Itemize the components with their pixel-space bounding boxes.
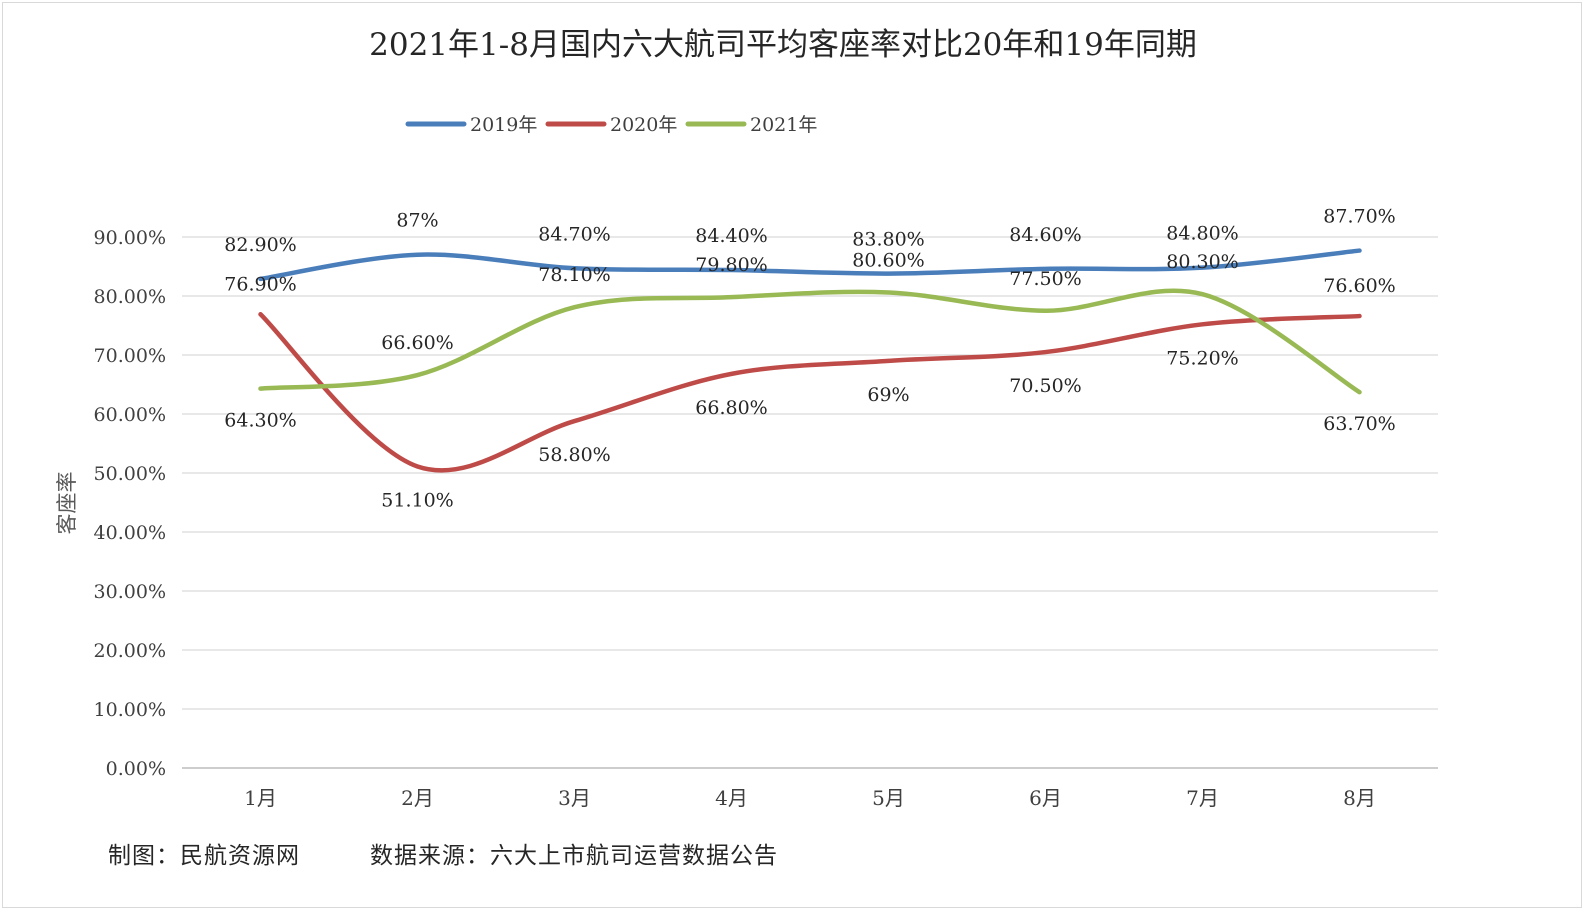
footer: 制图：民航资源网 数据来源：六大上市航司运营数据公告 <box>108 836 778 870</box>
x-tick-label: 1月 <box>244 786 277 810</box>
data-label: 58.80% <box>538 444 610 466</box>
x-tick-label: 7月 <box>1186 786 1219 810</box>
series-line-2021年 <box>258 288 1362 395</box>
y-axis: 0.00% 10.00% 20.00% 30.00% 40.00% 50.00% 60.00… <box>94 227 166 780</box>
x-tick-label: 6月 <box>1029 786 1062 810</box>
data-label: 84.60% <box>1009 224 1081 246</box>
data-label: 83.80% <box>852 229 924 251</box>
data-labels: 82.90% 87% 84.70% 84.40% 83.80% 84.60% 84.80% 8… <box>224 206 1395 512</box>
data-label: 63.70% <box>1323 413 1395 435</box>
data-label: 66.80% <box>695 397 767 419</box>
data-label: 77.50% <box>1009 268 1081 290</box>
y-tick-label: 60.00% <box>94 404 166 426</box>
data-label: 87.70% <box>1323 206 1395 228</box>
x-tick-label: 4月 <box>715 786 748 810</box>
legend-item-2020年: 2020年 <box>545 114 677 136</box>
legend-label: 2019年 <box>470 114 537 136</box>
data-label: 51.10% <box>381 490 453 512</box>
data-label: 69% <box>867 384 909 406</box>
y-tick-label: 80.00% <box>94 286 166 308</box>
y-tick-label: 30.00% <box>94 581 166 603</box>
data-label: 76.90% <box>224 273 296 295</box>
y-tick-label: 90.00% <box>94 227 166 249</box>
legend-item-2021年: 2021年 <box>685 114 817 136</box>
x-tick-label: 3月 <box>558 786 591 810</box>
footer-credit: 制图：民航资源网 <box>108 843 300 869</box>
series-lines <box>258 248 1362 473</box>
y-axis-label: 客座率 <box>55 472 79 535</box>
data-label: 76.60% <box>1323 275 1395 297</box>
data-label: 84.80% <box>1166 223 1238 245</box>
y-tick-label: 70.00% <box>94 345 166 367</box>
legend: 2019年 2020年 2021年 <box>405 114 817 136</box>
series-line-2019年 <box>258 248 1362 282</box>
chart-title: 2021年1-8月国内六大航司平均客座率对比20年和19年同期 <box>369 27 1197 63</box>
data-label: 82.90% <box>224 234 296 256</box>
x-tick-label: 5月 <box>872 786 905 810</box>
series-line-2020年 <box>258 312 1362 473</box>
data-label: 66.60% <box>381 332 453 354</box>
data-label: 70.50% <box>1009 375 1081 397</box>
y-tick-label: 20.00% <box>94 640 166 662</box>
data-label: 79.80% <box>695 254 767 276</box>
x-tick-label: 8月 <box>1343 786 1376 810</box>
legend-label: 2021年 <box>750 114 817 136</box>
y-tick-label: 50.00% <box>94 463 166 485</box>
data-label: 64.30% <box>224 410 296 432</box>
legend-label: 2020年 <box>610 114 677 136</box>
y-tick-label: 10.00% <box>94 699 166 721</box>
legend-item-2019年: 2019年 <box>405 114 537 136</box>
x-tick-label: 2月 <box>401 786 434 810</box>
data-label: 78.10% <box>538 264 610 286</box>
data-label: 84.70% <box>538 223 610 245</box>
data-label: 84.40% <box>695 225 767 247</box>
y-tick-label: 40.00% <box>94 522 166 544</box>
y-tick-label: 0.00% <box>106 758 166 780</box>
gridlines <box>182 236 1438 769</box>
footer-source: 数据来源：六大上市航司运营数据公告 <box>370 843 778 869</box>
x-axis: 1月 2月 3月 4月 5月 6月 7月 8月 <box>182 767 1438 810</box>
data-label: 75.20% <box>1166 347 1238 369</box>
data-label: 80.30% <box>1166 251 1238 273</box>
data-label: 80.60% <box>852 249 924 271</box>
data-label: 87% <box>396 210 438 232</box>
